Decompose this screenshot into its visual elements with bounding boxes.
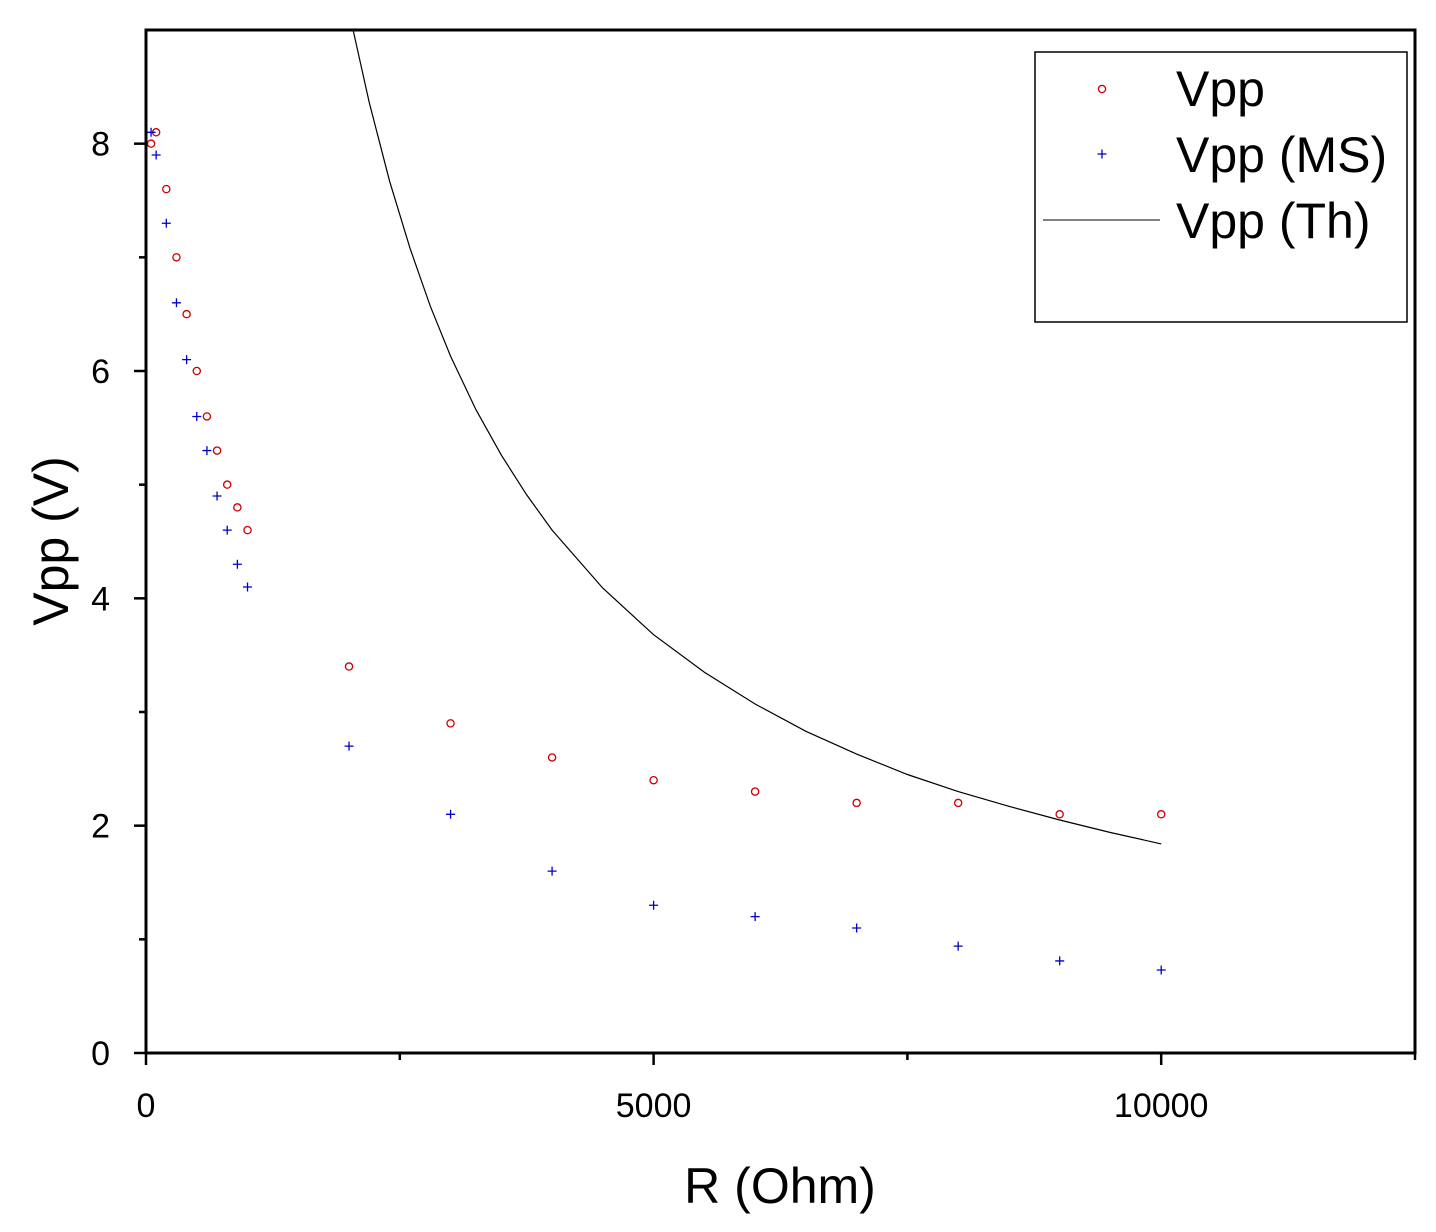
- y-axis-title: Vpp (V): [23, 456, 79, 626]
- data-point-vpp: [547, 753, 557, 762]
- legend: Vpp Vpp (MS) Vpp (Th): [1034, 51, 1408, 323]
- y-tick-label: 0: [91, 1035, 110, 1073]
- x-tick-label: 0: [137, 1087, 156, 1125]
- data-point-vpp: [852, 798, 861, 808]
- data-point-vpp-ms: [446, 809, 456, 819]
- axes-layer: 0 5000 10000 0 2 4 6 8: [91, 126, 1417, 1125]
- legend-label: Vpp (Th): [1176, 193, 1371, 249]
- data-point-vpp: [344, 662, 354, 671]
- data-point-vpp-ms: [171, 298, 181, 308]
- x-tick-label: 10000: [1114, 1087, 1209, 1125]
- data-point-vpp-ms: [1156, 965, 1166, 975]
- data-point-vpp: [1055, 810, 1064, 819]
- y-tick-label: 2: [91, 808, 110, 846]
- y-tick-label: 4: [91, 580, 110, 618]
- data-point-vpp: [162, 184, 171, 194]
- data-point-vpp-ms: [547, 866, 557, 876]
- data-point-vpp: [233, 503, 242, 512]
- data-point-vpp: [1156, 810, 1166, 819]
- data-point-vpp-ms: [649, 900, 659, 910]
- y-tick-label: 8: [91, 126, 110, 164]
- y-tick-label: 6: [91, 353, 110, 391]
- data-point-vpp: [446, 719, 455, 728]
- data-point-vpp-ms: [232, 559, 242, 569]
- data-point-vpp: [953, 798, 963, 808]
- data-point-vpp: [182, 309, 191, 319]
- legend-entry-vpp-ms: Vpp (MS): [1097, 127, 1387, 183]
- data-point-vpp-ms: [953, 941, 963, 951]
- legend-marker-circle: [1097, 84, 1107, 94]
- data-point-vpp-ms: [192, 411, 202, 421]
- plot-frame: [144, 28, 1417, 1055]
- data-point-vpp-ms: [852, 923, 862, 933]
- data-point-vpp: [222, 480, 232, 489]
- data-point-vpp-ms: [202, 446, 212, 456]
- legend-label: Vpp (MS): [1176, 127, 1387, 183]
- data-point-vpp: [649, 775, 658, 785]
- x-axis-title: R (Ohm): [684, 1158, 876, 1214]
- data-point-vpp: [243, 525, 252, 535]
- legend-entry-vpp-th: Vpp (Th): [1043, 193, 1371, 249]
- data-point-vpp-ms: [222, 525, 232, 535]
- series-layer: [146, 30, 1166, 975]
- data-point-vpp-ms: [182, 355, 192, 365]
- legend-box: [1034, 51, 1408, 323]
- data-point-vpp-ms: [1055, 956, 1065, 966]
- data-point-vpp-ms: [344, 741, 354, 751]
- theory-line: [352, 30, 1162, 845]
- data-point-vpp-ms: [151, 150, 161, 160]
- legend-marker-plus: [1097, 149, 1107, 159]
- data-point-vpp: [202, 412, 212, 421]
- x-tick-label: 5000: [616, 1087, 692, 1125]
- legend-label: Vpp: [1176, 61, 1265, 117]
- data-point-vpp: [750, 787, 760, 796]
- data-point-vpp: [212, 446, 222, 455]
- data-point-vpp-ms: [212, 491, 222, 501]
- data-point-vpp: [192, 366, 202, 376]
- data-point-vpp: [172, 253, 181, 262]
- data-point-vpp-ms: [146, 127, 156, 137]
- legend-entry-vpp: Vpp: [1097, 61, 1265, 117]
- data-point-vpp-ms: [750, 912, 760, 922]
- data-point-vpp-ms: [161, 218, 171, 228]
- data-point-vpp-ms: [243, 582, 253, 592]
